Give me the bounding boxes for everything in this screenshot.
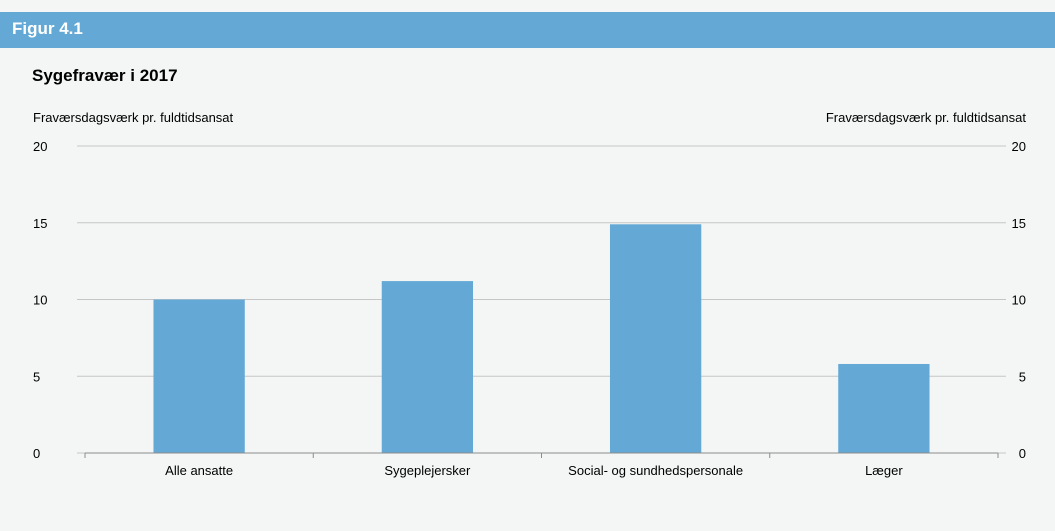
y-tick-label-left: 15 bbox=[33, 216, 47, 231]
y-tick-label-left: 10 bbox=[33, 293, 47, 308]
y-tick-label-left: 5 bbox=[33, 369, 40, 384]
figure-number: Figur 4.1 bbox=[12, 19, 83, 38]
y-tick-label-right: 15 bbox=[1012, 216, 1026, 231]
y-tick-label-right: 0 bbox=[1019, 446, 1026, 461]
x-tick-label: Sygeplejersker bbox=[384, 463, 471, 478]
bar bbox=[838, 363, 930, 453]
figure-header-bar: Figur 4.1 bbox=[0, 12, 1055, 48]
bars bbox=[153, 224, 930, 453]
bar bbox=[153, 299, 245, 453]
y-axis-label-right: Fraværsdagsværk pr. fuldtidsansat bbox=[826, 110, 1027, 125]
axes: Alle ansatte Sygeplejersker Social- og sun… bbox=[84, 452, 999, 478]
bar bbox=[609, 224, 702, 453]
y-tick-label-right: 20 bbox=[1012, 139, 1026, 154]
y-axis-label-left: Fraværsdagsværk pr. fuldtidsansat bbox=[33, 110, 234, 125]
x-tick-label: Læger bbox=[865, 463, 903, 478]
x-tick-label: Social- og sundhedspersonale bbox=[568, 463, 743, 478]
chart-title: Sygefravær i 2017 bbox=[32, 66, 178, 85]
y-tick-label-right: 5 bbox=[1019, 369, 1026, 384]
bar bbox=[381, 281, 474, 453]
y-tick-label-right: 10 bbox=[1012, 293, 1026, 308]
labels: Fraværsdagsværk pr. fuldtidsansat Fravær… bbox=[33, 110, 1026, 125]
y-tick-label-left: 0 bbox=[33, 446, 40, 461]
y-tick-label-left: 20 bbox=[33, 139, 47, 154]
x-tick-label: Alle ansatte bbox=[165, 463, 233, 478]
